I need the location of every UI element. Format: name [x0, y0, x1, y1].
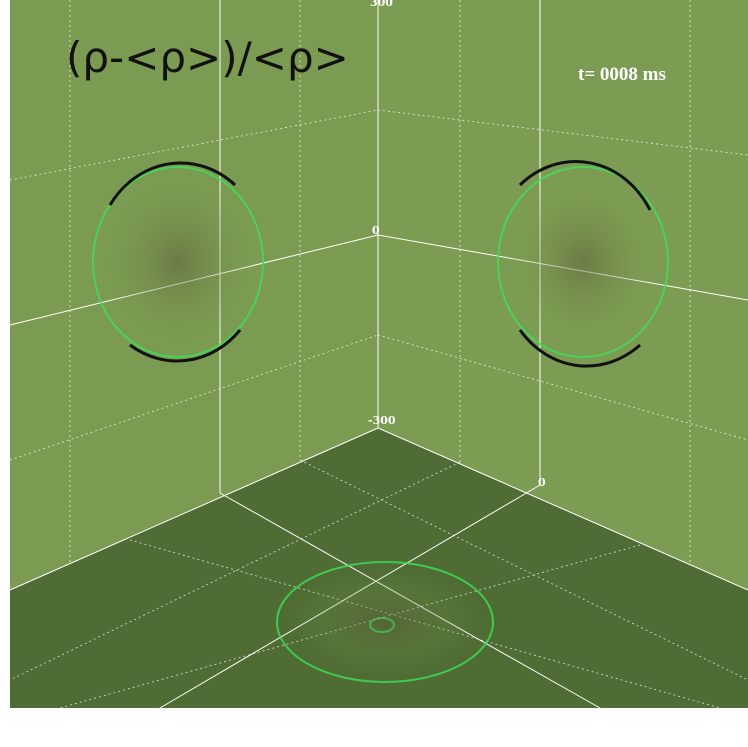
- floor-ring: [277, 562, 493, 682]
- axis-label: -300: [368, 414, 396, 427]
- axis-label: 0: [538, 476, 546, 489]
- axis-label: 0: [372, 224, 380, 237]
- title: (ρ-<ρ>)/<ρ>: [66, 33, 349, 82]
- visualization: (ρ-<ρ>)/<ρ> t= 0008 ms 300 0 -300 0: [0, 0, 748, 747]
- axis-label: 300: [370, 0, 393, 9]
- time-label: t= 0008 ms: [578, 64, 666, 85]
